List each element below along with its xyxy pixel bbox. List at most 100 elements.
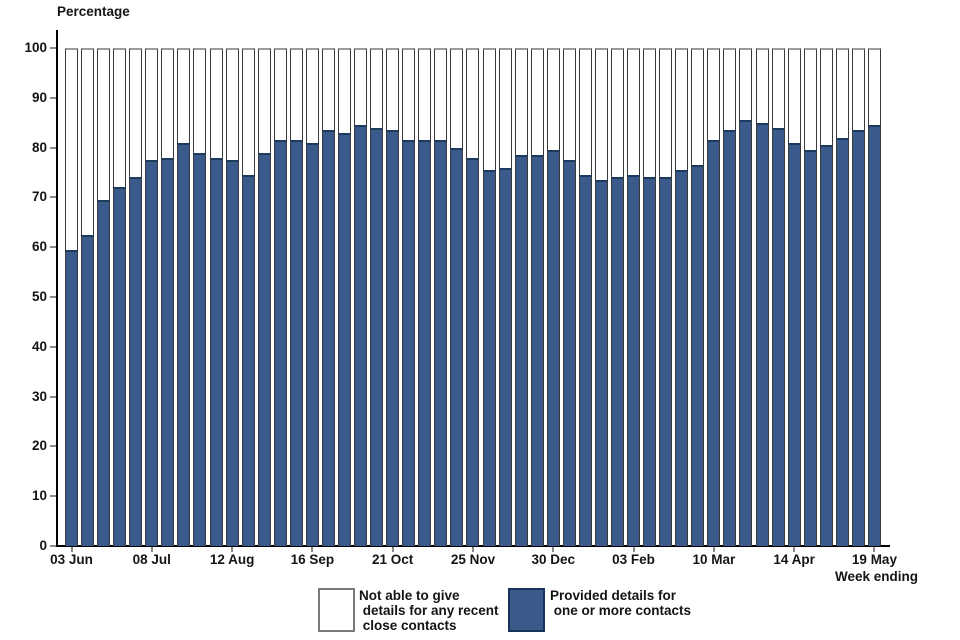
segment-provided-details (337, 132, 351, 546)
segment-provided-details (530, 155, 544, 546)
segment-not-able-to-give-details (177, 48, 191, 143)
bar-week-10-jun (81, 48, 95, 546)
segment-not-able-to-give-details (97, 48, 111, 200)
bar-week-24-jun (113, 48, 127, 546)
segment-provided-details (402, 140, 416, 546)
segment-provided-details (594, 179, 608, 546)
bar-week-18-nov (450, 48, 464, 546)
x-tick (70, 547, 73, 552)
bar-week-21-oct (386, 48, 400, 546)
segment-not-able-to-give-details (418, 48, 432, 141)
segment-provided-details (498, 167, 512, 546)
segment-not-able-to-give-details (386, 48, 400, 131)
bar-week-27-jan (610, 48, 624, 546)
segment-not-able-to-give-details (498, 48, 512, 168)
segment-not-able-to-give-details (145, 48, 159, 161)
bar-week-12-aug (225, 48, 239, 546)
segment-provided-details (305, 142, 319, 546)
bar-week-25-nov (466, 48, 480, 546)
bar-week-09-dec (498, 48, 512, 546)
segment-provided-details (354, 125, 368, 546)
segment-provided-details (851, 130, 865, 546)
segment-not-able-to-give-details (691, 48, 705, 166)
y-tick (50, 395, 56, 398)
segment-not-able-to-give-details (562, 48, 576, 161)
y-tick-label: 10 (31, 488, 47, 504)
segment-provided-details (562, 160, 576, 546)
segment-provided-details (755, 122, 769, 546)
segment-not-able-to-give-details (739, 48, 753, 121)
segment-provided-details (675, 170, 689, 546)
bar-week-07-apr (771, 48, 785, 546)
segment-provided-details (370, 127, 384, 546)
bar-week-30-dec (546, 48, 560, 546)
segment-not-able-to-give-details (354, 48, 368, 126)
segment-provided-details (659, 177, 673, 546)
segment-provided-details (418, 140, 432, 546)
segment-provided-details (145, 160, 159, 546)
x-tick-label: 03 Jun (50, 552, 93, 567)
bar-week-01-jul (129, 48, 143, 546)
segment-provided-details (450, 147, 464, 546)
bar-week-11-nov (434, 48, 448, 546)
x-tick (311, 547, 314, 552)
segment-not-able-to-give-details (402, 48, 416, 141)
bar-week-28-apr (819, 48, 833, 546)
segment-not-able-to-give-details (771, 48, 785, 128)
segment-provided-details (65, 249, 78, 546)
segment-not-able-to-give-details (273, 48, 287, 141)
segment-not-able-to-give-details (659, 48, 673, 178)
y-tick (50, 495, 56, 498)
segment-not-able-to-give-details (370, 48, 384, 128)
segment-not-able-to-give-details (434, 48, 448, 141)
segment-provided-details (97, 199, 111, 546)
bar-week-26-aug (257, 48, 271, 546)
x-tick-label: 14 Apr (773, 552, 815, 567)
segment-not-able-to-give-details (81, 48, 95, 235)
bar-week-03-mar (691, 48, 705, 546)
bar-week-28-oct (402, 48, 416, 546)
segment-not-able-to-give-details (755, 48, 769, 123)
y-tick-label: 80 (31, 139, 47, 155)
segment-provided-details (113, 187, 127, 546)
segment-not-able-to-give-details (546, 48, 560, 151)
x-tick-label: 10 Mar (692, 552, 736, 567)
x-tick (873, 547, 876, 552)
bar-week-17-feb (659, 48, 673, 546)
segment-provided-details (867, 125, 881, 546)
y-tick (50, 196, 56, 199)
bar-week-23-dec (530, 48, 544, 546)
segment-provided-details (643, 177, 657, 546)
bar-week-08-jul (145, 48, 159, 546)
x-tick-label: 03 Feb (612, 552, 655, 567)
segment-provided-details (707, 140, 721, 546)
bar-week-22-jul (177, 48, 191, 546)
x-tick-label: 25 Nov (450, 552, 496, 567)
x-tick-label: 16 Sep (290, 552, 335, 567)
y-tick-label: 0 (39, 538, 47, 553)
segment-provided-details (787, 142, 801, 546)
bar-week-14-oct (370, 48, 384, 546)
segment-not-able-to-give-details (209, 48, 223, 158)
segment-provided-details (482, 170, 496, 546)
bar-week-29-jul (193, 48, 207, 546)
segment-provided-details (81, 234, 95, 546)
y-tick-label: 40 (31, 338, 47, 354)
y-tick (50, 345, 56, 348)
bar-week-07-oct (354, 48, 368, 546)
legend-label-not-able: Not able to give details for any recent … (359, 588, 499, 633)
x-axis-title: Week ending (834, 569, 918, 584)
x-tick-label: 30 Dec (531, 552, 576, 567)
x-tick (471, 547, 474, 552)
segment-provided-details (627, 174, 641, 546)
segment-not-able-to-give-details (305, 48, 319, 143)
plot-area (65, 48, 884, 546)
segment-provided-details (177, 142, 191, 546)
segment-not-able-to-give-details (530, 48, 544, 156)
y-tick-label: 20 (31, 438, 47, 454)
segment-not-able-to-give-details (578, 48, 592, 175)
y-axis-title: Percentage (57, 4, 130, 19)
segment-provided-details (225, 160, 239, 546)
segment-provided-details (257, 152, 271, 546)
x-tick-label: 08 Jul (132, 552, 171, 567)
